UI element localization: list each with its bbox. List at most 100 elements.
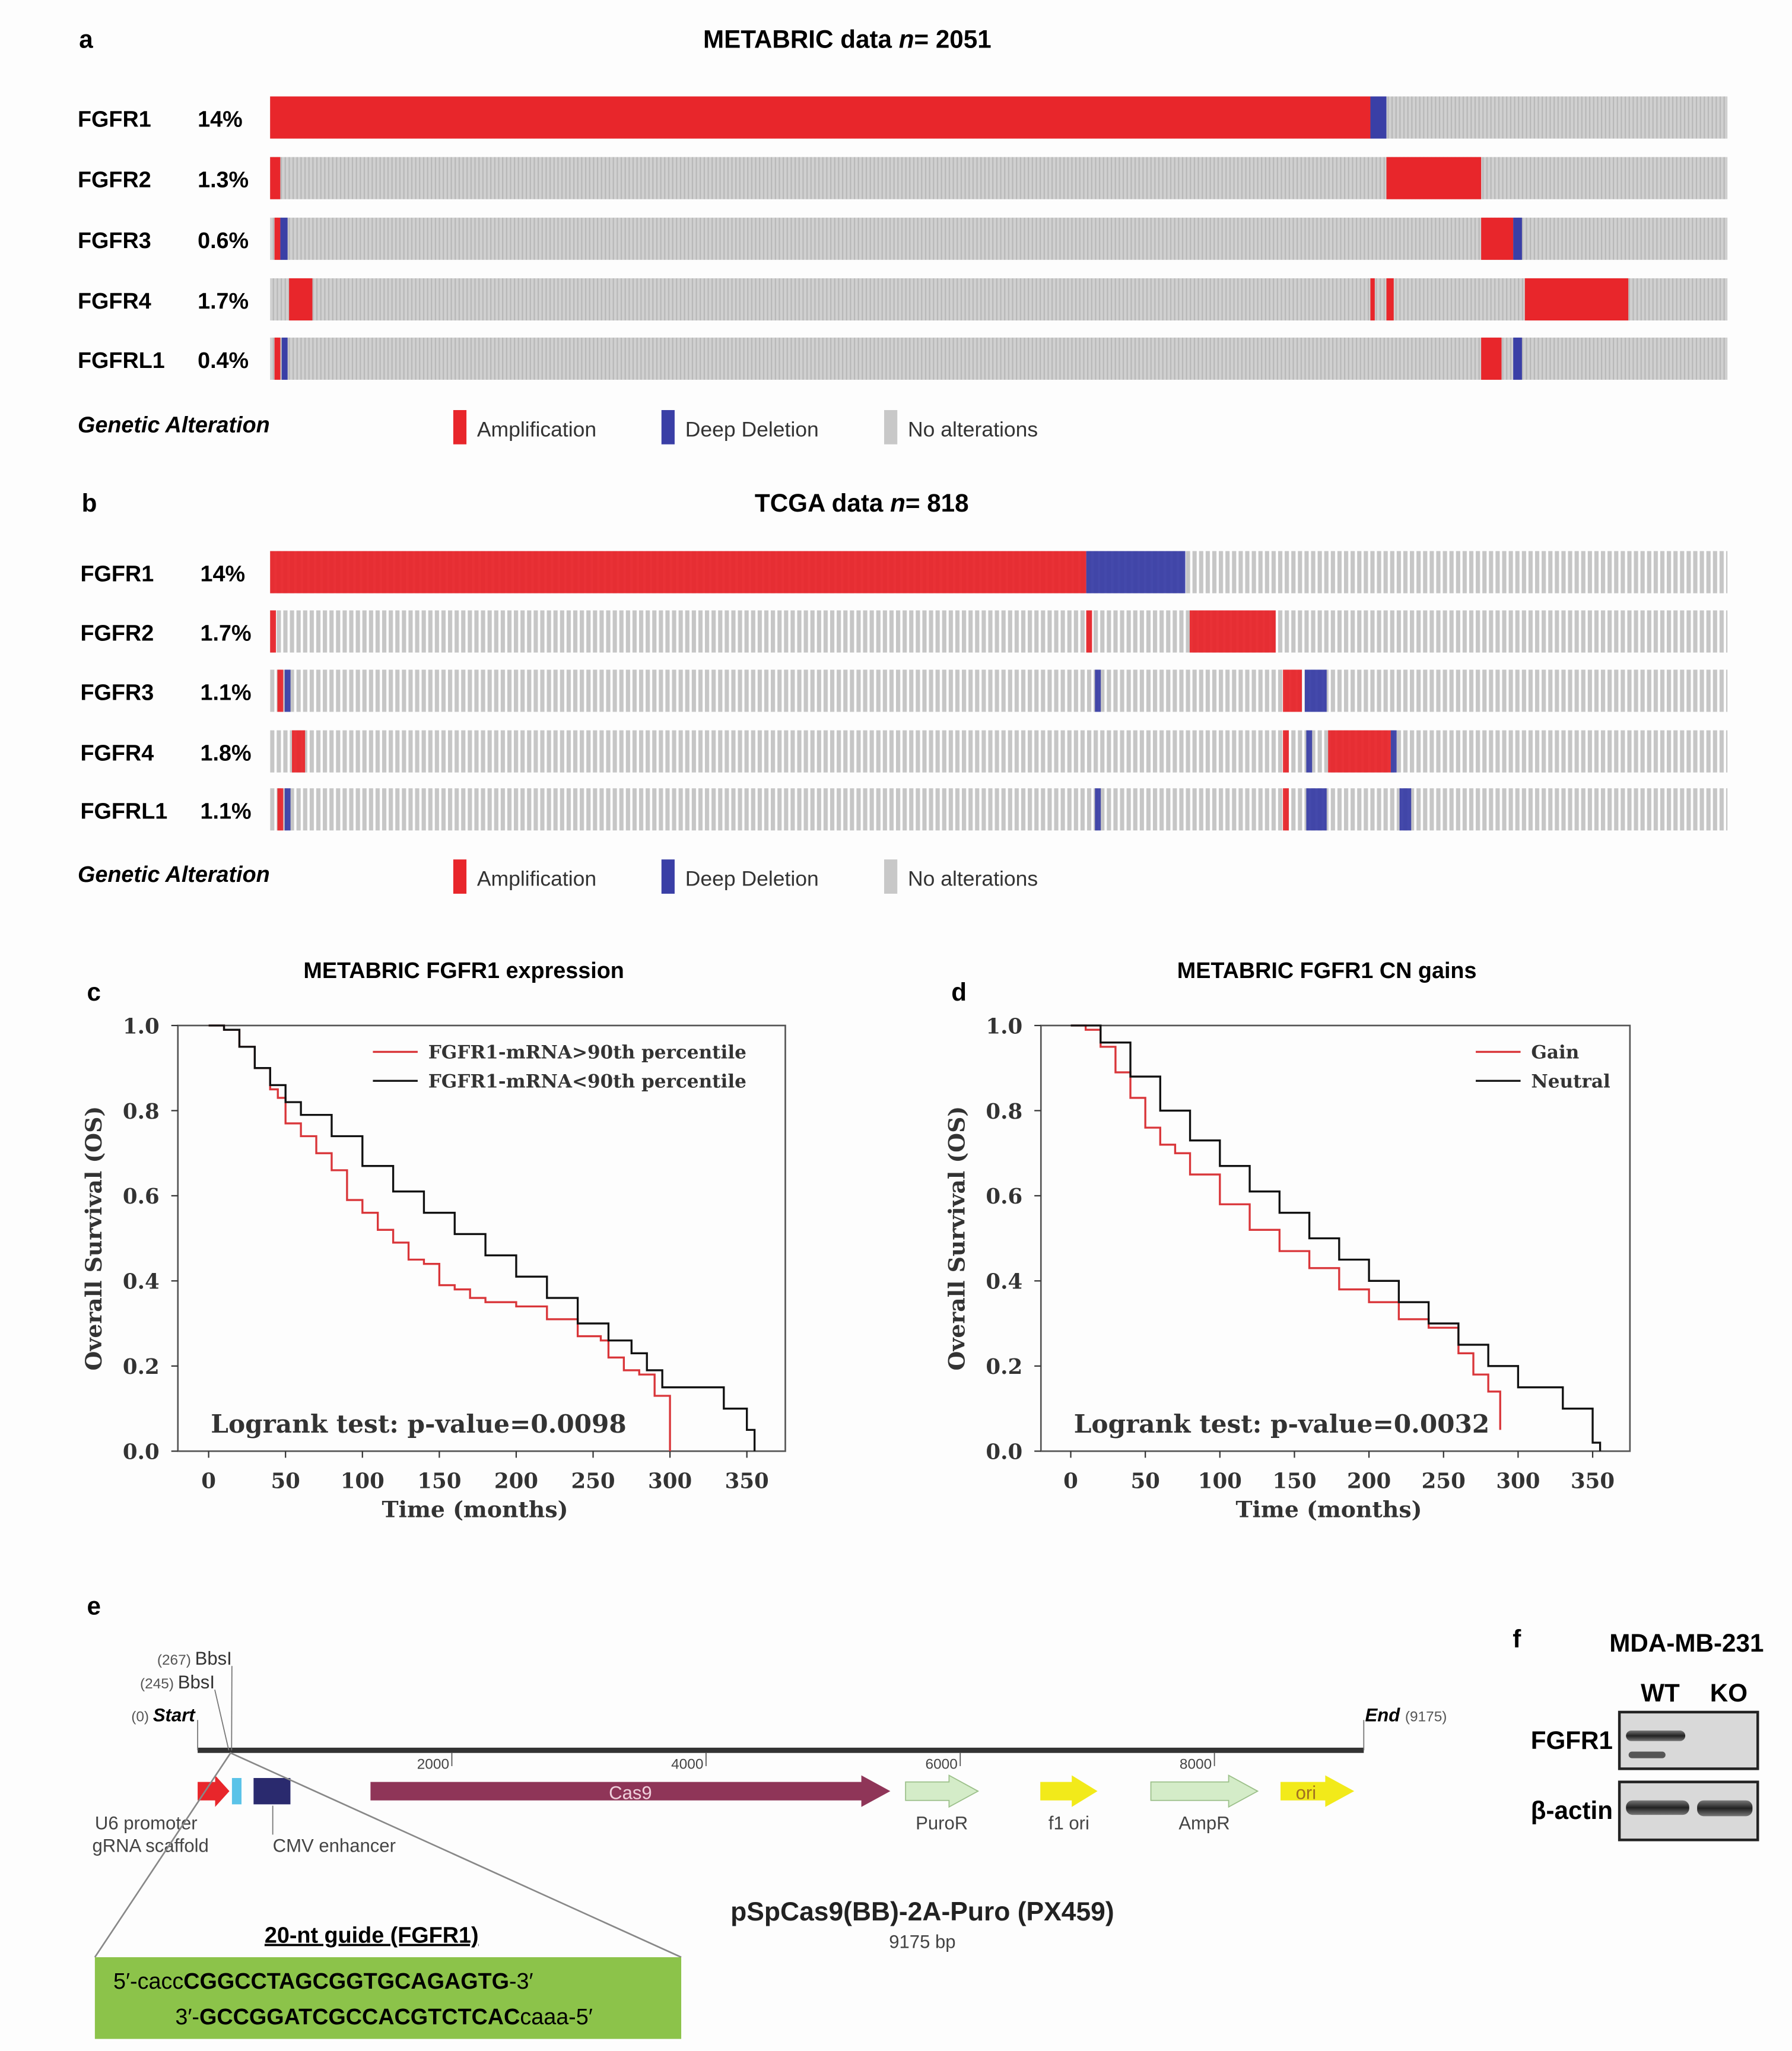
plot-frame	[1040, 1024, 1631, 1452]
feature-label: AmpR	[1178, 1813, 1229, 1834]
deep-deletion-segment	[1513, 217, 1522, 260]
gene-label: FGFR1	[78, 107, 151, 132]
amplification-segment	[1481, 217, 1514, 260]
plasmid-size: 9175 bp	[889, 1931, 955, 1952]
feature-f1-ori	[1040, 1775, 1098, 1807]
amplification-segment	[277, 669, 284, 712]
y-tick-label: 0.4	[123, 1270, 160, 1294]
oncoprint-row-fgfr3: FGFR3 0.6%	[78, 217, 1728, 260]
gene-label: FGFR4	[78, 288, 151, 313]
x-tick-label: 250	[571, 1469, 615, 1493]
amplification-segment	[1283, 730, 1289, 773]
legend-swatch-amp	[453, 409, 467, 445]
amplification-segment	[1370, 278, 1375, 320]
amplification-segment	[1328, 730, 1391, 773]
legend-swatch-none	[884, 409, 898, 445]
y-axis-label: Overall Survival (OS)	[943, 1106, 970, 1371]
oncoprint-row-fgfr1: FGFR1 14%	[78, 96, 1728, 139]
oncoprint-row-fgfr1: FGFR1 14%	[80, 551, 1728, 593]
km-curve-high	[1070, 1024, 1501, 1430]
feature-label: CMV enhancer	[273, 1835, 396, 1856]
gene-label: FGFR2	[80, 621, 154, 646]
start-label: (0) Start	[131, 1704, 196, 1725]
y-tick-label: 0.0	[123, 1440, 160, 1465]
panel-b-title: TCGA data n= 818	[755, 489, 969, 517]
panel-a-oncoprint: a METABRIC data n= 2051 FGFR1 14% FGFR2 1.3…	[78, 25, 1728, 445]
legend-label: Amplification	[477, 867, 596, 891]
y-tick-label: 0.2	[986, 1355, 1022, 1379]
amplification-segment	[292, 730, 306, 773]
panel-label-b: b	[82, 489, 97, 517]
oncoprint-row-fgfr2: FGFR2 1.7%	[80, 610, 1728, 653]
km-curve-high	[208, 1024, 671, 1452]
gene-label: FGFRL1	[80, 798, 167, 823]
y-axis-label: Overall Survival (OS)	[81, 1106, 107, 1371]
zoom-callout-lines	[94, 1752, 682, 1958]
guide-bottom-seq: GCCGGATCGCCACGTCTCAC	[199, 2004, 520, 2029]
x-tick-label: 100	[1198, 1469, 1242, 1493]
legend-label: No alterations	[908, 867, 1038, 891]
gene-label: FGFR3	[78, 228, 151, 253]
no-alteration-track	[270, 730, 1728, 773]
guide-title: 20-nt guide (FGFR1)	[265, 1923, 479, 1948]
x-tick-label: 350	[725, 1469, 769, 1493]
y-tick-label: 0.6	[123, 1185, 160, 1209]
deep-deletion-segment	[284, 788, 291, 831]
end-name: End	[1365, 1704, 1405, 1725]
oncoprint-row-fgfrl1: FGFRL1 1.1%	[80, 788, 1728, 831]
legend-label: FGFR1-mRNA<90th percentile	[428, 1071, 746, 1092]
amplification-segment	[270, 610, 277, 653]
guide-bottom-suffix: caaa-5′	[520, 2004, 593, 2029]
y-tick-label: 0.6	[986, 1185, 1022, 1209]
scale-tick-label: 2000	[417, 1756, 449, 1772]
alteration-percent: 14%	[198, 107, 243, 132]
panel-label-c: c	[87, 978, 101, 1006]
panel-d-km-plot: METABRIC FGFR1 CN gains 0 50 100 150 200 250 30…	[943, 958, 1631, 1522]
blot-label-beta-actin: β-actin	[1531, 1796, 1613, 1824]
panel-label-a: a	[79, 25, 93, 53]
x-tick-label: 0	[1063, 1469, 1078, 1493]
deep-deletion-segment	[1304, 669, 1327, 712]
alteration-percent: 1.1%	[201, 798, 252, 823]
legend-title: Genetic Alteration	[78, 862, 270, 887]
x-tick-label: 0	[201, 1469, 216, 1493]
deep-deletion-segment	[284, 669, 291, 712]
feature-cas9	[370, 1775, 891, 1807]
feature-u6-promoter	[198, 1775, 230, 1807]
lane-label-wt: WT	[1641, 1679, 1680, 1707]
alteration-percent: 14%	[201, 561, 246, 586]
band-actin-wt	[1626, 1800, 1689, 1815]
deep-deletion-segment	[1095, 788, 1101, 831]
x-tick-label: 150	[1272, 1469, 1316, 1493]
amplification-segment	[1086, 610, 1092, 653]
legend-label: Neutral	[1531, 1071, 1610, 1092]
guide-top-strand: 5′-caccCGGCCTAGCGGTGCAGAGTG-3′	[113, 1969, 533, 1993]
x-tick-label: 300	[648, 1469, 692, 1493]
feature-label: U6 promoter	[95, 1813, 198, 1834]
x-tick-label: 300	[1496, 1469, 1540, 1493]
y-tick-label: 0.8	[123, 1100, 160, 1124]
feature-label: ori	[1296, 1782, 1317, 1803]
x-axis-label: Time (months)	[382, 1496, 568, 1522]
oncoprint-row-fgfr3: FGFR3 1.1%	[80, 669, 1728, 712]
band-fgfr1-wt-lower	[1628, 1751, 1666, 1758]
panel-e-plasmid-map: e (0) Start End (9175)(267) BbsI(245) Bbs…	[87, 1592, 1447, 2039]
site-leader	[231, 1666, 233, 1751]
start-name: Start	[153, 1704, 196, 1725]
deep-deletion-segment	[280, 217, 288, 260]
feature-puror	[905, 1774, 980, 1808]
restriction-site-bbsi: (267) BbsI	[157, 1648, 232, 1669]
no-alteration-track	[270, 278, 1728, 320]
end-pos: (9175)	[1405, 1709, 1447, 1725]
y-tick-label: 0.0	[986, 1440, 1022, 1465]
alteration-percent: 1.7%	[201, 621, 252, 646]
legend-label: No alterations	[908, 417, 1038, 441]
panel-c-km-plot: METABRIC FGFR1 expression 0 50 100 150 200 250…	[81, 958, 786, 1522]
gene-label: FGFR2	[78, 167, 151, 192]
legend-label: Deep Deletion	[685, 417, 819, 441]
y-tick-label: 0.8	[986, 1100, 1022, 1124]
x-tick-label: 250	[1422, 1469, 1466, 1493]
panel-label-d: d	[951, 978, 967, 1006]
amplification-segment	[274, 337, 281, 380]
start-pos: (0)	[131, 1709, 153, 1725]
